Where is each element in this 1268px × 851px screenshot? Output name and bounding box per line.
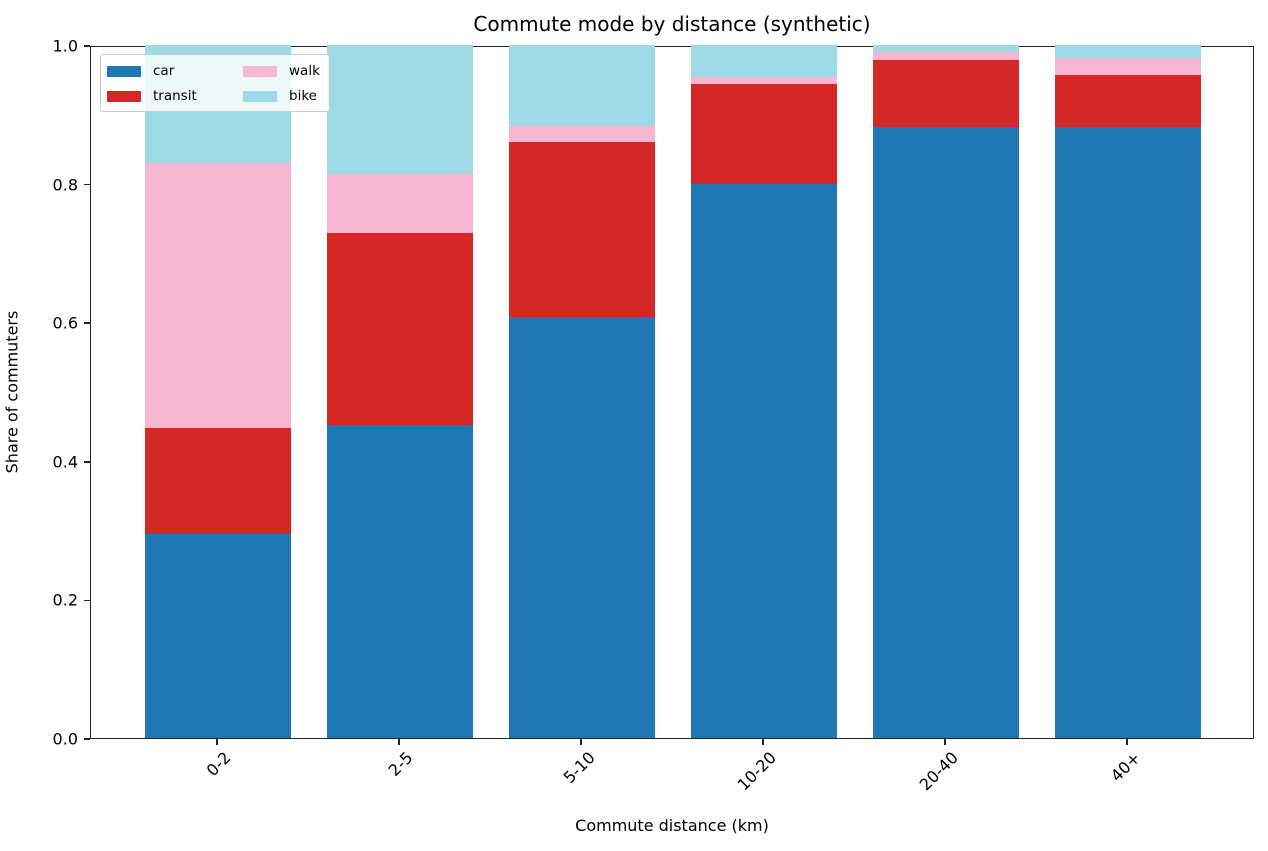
y-tick-label: 0.8 [52,175,78,195]
chart-title: Commute mode by distance (synthetic) [473,12,871,36]
x-tick-mark [216,739,218,745]
bar-0-2 [145,45,291,738]
y-tick-mark [84,738,90,740]
bar-segment-bike [509,45,655,127]
x-tick-mark [1126,739,1128,745]
legend-swatch-icon [243,65,277,77]
bar-segment-bike [327,45,473,174]
bar-10-20 [691,45,837,738]
bar-5-10 [509,45,655,738]
y-axis-label: Share of commuters [2,310,22,474]
x-tick-mark [398,739,400,745]
y-tick-mark [84,45,90,47]
legend-swatch-icon [107,65,141,77]
bar-segment-transit [873,60,1019,127]
legend-swatch-icon [243,90,277,102]
bar-40+ [1055,45,1201,738]
bar-segment-transit [1055,74,1201,127]
x-tick-mark [762,739,764,745]
y-tick-label: 0.2 [52,590,78,610]
y-tick-mark [84,599,90,602]
y-tick-label: 0.4 [52,452,78,472]
bar-20-40 [873,45,1019,738]
bar-segment-car [691,184,837,738]
bar-segment-car [509,317,655,738]
plot-area [90,45,1254,739]
bar-segment-transit [327,232,473,425]
x-tick-label: 10-20 [733,748,780,795]
x-tick-mark [944,739,946,745]
y-tick-label: 0.6 [52,313,78,333]
bar-segment-walk [691,76,837,84]
y-tick-label: 1.0 [52,36,78,56]
legend-item-walk: walk [243,63,320,79]
legend-swatch-icon [107,90,141,102]
bar-segment-walk [509,126,655,143]
x-axis-label: Commute distance (km) [575,816,769,835]
x-tick-label: 40+ [1106,748,1145,786]
bar-segment-transit [145,428,291,535]
y-tick-mark [84,461,90,463]
legend-label: car [153,63,175,79]
legend-item-car: car [107,63,174,79]
x-tick-label: 0-2 [202,748,235,780]
bar-segment-bike [691,45,837,77]
bar-segment-transit [691,83,837,185]
x-tick-mark [580,739,582,745]
bar-segment-car [327,424,473,738]
legend-item-bike: bike [243,88,317,104]
bar-segment-walk [327,173,473,233]
bar-segment-walk [1055,58,1201,75]
bar-segment-transit [509,142,655,318]
y-tick-mark [84,183,90,186]
legend-label: transit [153,88,197,104]
y-tick-mark [84,322,90,324]
bar-segment-walk [145,162,291,429]
legend-item-transit: transit [107,88,197,104]
bar-segment-walk [873,51,1019,61]
x-tick-label: 20-40 [915,748,962,795]
x-tick-label: 5-10 [559,748,599,788]
bar-segment-bike [1055,45,1201,59]
legend-label: walk [289,63,320,79]
bar-2-5 [327,45,473,738]
legend: car transit walk bike [100,54,330,112]
x-tick-label: 2-5 [384,748,417,780]
bar-segment-car [873,126,1019,738]
bar-segment-bike [873,45,1019,52]
y-tick-label: 0.0 [52,729,78,749]
legend-label: bike [289,88,317,104]
bar-segment-car [145,534,291,738]
bar-segment-car [1055,126,1201,738]
